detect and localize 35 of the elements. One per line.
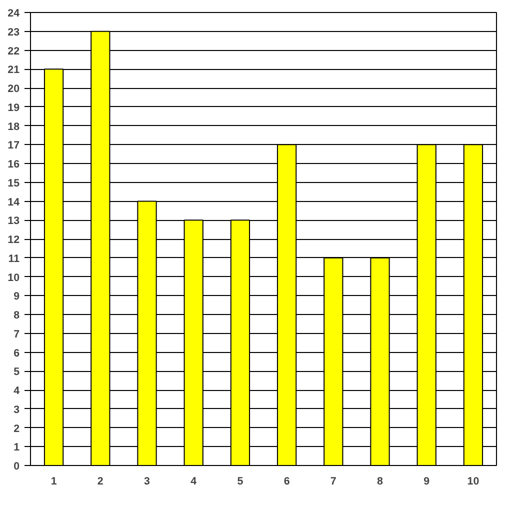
y-tick-label: 14 xyxy=(8,196,20,208)
y-tick-label: 4 xyxy=(14,385,20,397)
y-tick-label: 23 xyxy=(8,26,20,38)
y-tick-label: 9 xyxy=(14,290,20,303)
y-tick-label: 6 xyxy=(14,347,20,360)
y-tick-label: 22 xyxy=(8,45,20,58)
y-tick-label: 21 xyxy=(8,64,20,76)
y-tick-label: 5 xyxy=(14,366,20,378)
y-tick-label: 13 xyxy=(8,215,20,228)
y-tick-label: 18 xyxy=(8,120,20,133)
x-tick-label: 10 xyxy=(467,476,480,488)
y-tick-label: 0 xyxy=(14,460,20,472)
x-tick-label: 3 xyxy=(144,476,150,488)
x-tick-label: 2 xyxy=(97,476,104,488)
y-tick-label: 17 xyxy=(8,140,20,152)
y-tick-label: 24 xyxy=(8,8,20,20)
y-tick-label: 15 xyxy=(8,177,20,190)
x-tick-label: 9 xyxy=(424,476,430,488)
y-tick-label: 12 xyxy=(8,234,20,246)
y-tick-label: 16 xyxy=(8,158,20,170)
x-tick-label: 1 xyxy=(50,476,57,488)
x-tick-label: 6 xyxy=(284,476,290,488)
x-tick-label: 4 xyxy=(190,476,197,488)
y-tick-label: 11 xyxy=(8,252,20,265)
y-tick-label: 19 xyxy=(8,102,20,114)
y-tick-label: 8 xyxy=(14,310,20,322)
x-tick-label: 8 xyxy=(377,476,384,488)
x-tick-label: 5 xyxy=(237,476,244,488)
y-tick-label: 1 xyxy=(14,442,20,454)
x-tick-label: 7 xyxy=(330,476,336,488)
y-tick-label: 7 xyxy=(14,328,20,340)
y-tick-label: 3 xyxy=(14,404,20,416)
y-tick-label: 2 xyxy=(14,422,20,435)
y-tick-label: 10 xyxy=(8,272,20,284)
y-tick-label: 20 xyxy=(8,83,20,95)
